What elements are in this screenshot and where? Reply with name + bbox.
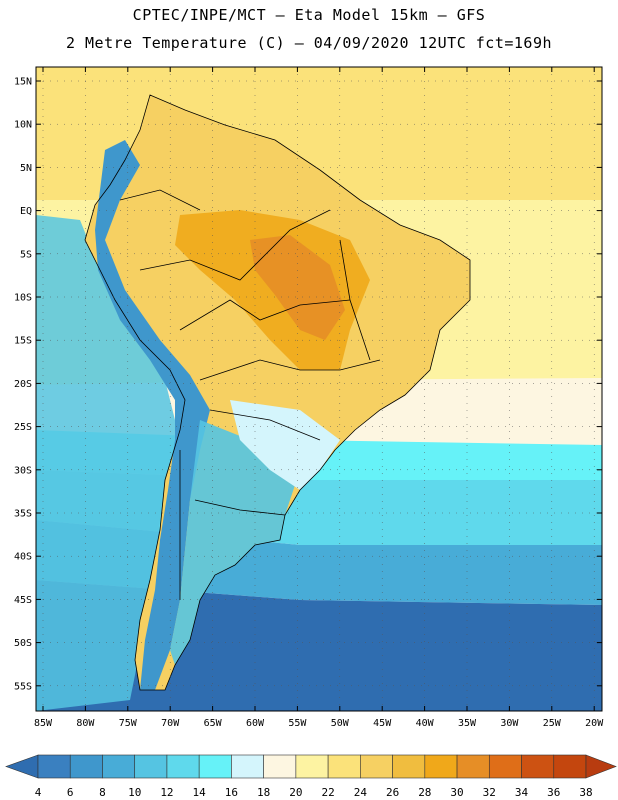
graticule — [36, 67, 602, 711]
temperature-field — [36, 67, 602, 711]
colorbar-level-label: 22 — [321, 786, 334, 799]
colorbar-swatch — [521, 754, 555, 779]
longitude-label: 30W — [500, 718, 519, 729]
colorbar-level-label: 38 — [579, 786, 592, 799]
colorbar-level-label: 12 — [160, 786, 173, 799]
colorbar-swatch — [424, 754, 458, 779]
colorbar-swatch — [488, 754, 522, 779]
longitude-label: 45W — [373, 718, 392, 729]
latitude-label: 15S — [14, 336, 32, 347]
latitude-label: 5N — [20, 163, 32, 174]
map-subtitle: 2 Metre Temperature (C) – 04/09/2020 12U… — [65, 34, 553, 52]
colorbar-level-label: 28 — [418, 786, 431, 799]
colorbar-level-label: 8 — [99, 786, 106, 799]
pacific-cool-zone — [36, 215, 180, 711]
colorbar-swatch — [295, 754, 329, 779]
longitude-label: 80W — [76, 718, 95, 729]
longitude-label: 75W — [119, 718, 138, 729]
longitude-label: 85W — [34, 718, 53, 729]
colorbar-swatch — [134, 754, 168, 779]
latitude-label: 25S — [14, 422, 32, 433]
latitude-label: 55S — [14, 681, 32, 692]
colorbar-level-label: 26 — [386, 786, 399, 799]
patagonia-cool-zone — [170, 420, 300, 665]
map-title: CPTEC/INPE/MCT – Eta Model 15km – GFS — [132, 6, 486, 24]
longitude-label: 60W — [246, 718, 265, 729]
longitude-label: 20W — [585, 718, 604, 729]
longitude-label: 50W — [331, 718, 350, 729]
colorbar-level-label: 30 — [450, 786, 463, 799]
latitude-label: 40S — [14, 552, 32, 563]
longitude-label: 55W — [288, 718, 307, 729]
colorbar-max-arrow — [585, 754, 617, 779]
colorbar-swatch — [360, 754, 393, 779]
colorbar-swatch — [198, 754, 232, 779]
longitude-label: 25W — [543, 718, 562, 729]
colorbar-swatch — [263, 754, 297, 779]
latitude-label: EQ — [20, 206, 32, 217]
max-temperature-zone — [250, 235, 345, 340]
colorbar-level-label: 32 — [483, 786, 496, 799]
colorbar-level-label: 20 — [289, 786, 302, 799]
map-frame — [35, 66, 603, 712]
colorbar-level-label: 18 — [257, 786, 270, 799]
colorbar-swatch — [231, 754, 264, 779]
colorbar-swatch — [456, 754, 490, 779]
longitude-label: 40W — [416, 718, 435, 729]
colorbar-level-label: 4 — [35, 786, 42, 799]
colorbar-level-label: 16 — [225, 786, 238, 799]
andes-cold-zone — [95, 140, 210, 690]
latitude-label: 30S — [14, 465, 32, 476]
latitude-label: 45S — [14, 595, 32, 606]
colorbar-swatch — [102, 754, 136, 779]
colorbar-swatch — [166, 754, 200, 779]
latitude-label: 20S — [14, 379, 32, 390]
longitude-label: 70W — [161, 718, 180, 729]
longitude-label: 35W — [458, 718, 477, 729]
latitude-label: 50S — [14, 638, 32, 649]
colorbar-min-arrow — [5, 754, 39, 779]
latitude-axis: 15N 10N 5N EQ 5S 10S 15S 20S 25S 30S 35S 40S 45S 50S 5… — [14, 77, 602, 692]
longitude-label: 65W — [204, 718, 223, 729]
latitude-label: 10S — [14, 293, 32, 304]
colorbar-swatch — [69, 754, 103, 779]
colorbar-swatch — [37, 754, 71, 779]
colorbar-level-label: 36 — [547, 786, 560, 799]
colorbar-level-label: 14 — [193, 786, 207, 799]
latitude-label: 15N — [14, 77, 32, 88]
colorbar-swatch — [392, 754, 426, 779]
colorbar-swatch — [553, 754, 587, 779]
pampas-light-zone — [230, 400, 340, 490]
latitude-label: 35S — [14, 509, 32, 520]
colorbar-level-label: 34 — [515, 786, 529, 799]
country-borders — [84, 94, 471, 691]
colorbar-level-label: 6 — [67, 786, 74, 799]
latitude-label: 10N — [14, 120, 32, 131]
latitude-label: 5S — [20, 249, 32, 260]
colorbar-swatch — [327, 754, 361, 779]
colorbar-level-label: 10 — [128, 786, 141, 799]
colorbar-level-label: 24 — [354, 786, 368, 799]
longitude-axis: 85W 80W 75W 70W 65W 60W 55W 50W 45W 40W 35W 30W 25W 2… — [34, 67, 604, 729]
colorbar: 4 6 8 10 12 14 16 18 20 22 24 26 28 30 32 34 36 38 — [5, 754, 617, 799]
